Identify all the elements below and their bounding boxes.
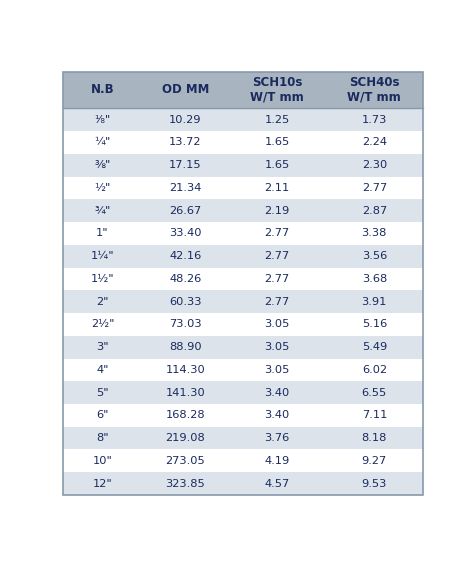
Text: 1.65: 1.65	[264, 137, 290, 148]
Text: 8": 8"	[96, 433, 109, 443]
Text: 88.90: 88.90	[169, 342, 201, 352]
Bar	[63, 449, 423, 472]
Text: ¼": ¼"	[94, 137, 111, 148]
Text: 4.57: 4.57	[264, 479, 290, 489]
Bar	[63, 358, 423, 381]
Text: 6.02: 6.02	[362, 365, 387, 375]
Text: 2.30: 2.30	[362, 160, 387, 170]
Text: 3": 3"	[96, 342, 109, 352]
Text: 3.05: 3.05	[264, 365, 290, 375]
Text: 3.05: 3.05	[264, 319, 290, 329]
Text: 3.91: 3.91	[362, 297, 387, 307]
Text: 4": 4"	[96, 365, 109, 375]
Text: 21.34: 21.34	[169, 183, 201, 193]
Text: 2.11: 2.11	[264, 183, 290, 193]
Bar	[63, 381, 423, 404]
Text: 1.73: 1.73	[362, 115, 387, 125]
Text: 3.40: 3.40	[264, 411, 290, 420]
Text: 6": 6"	[96, 411, 109, 420]
Text: 2.77: 2.77	[264, 274, 290, 284]
Text: 219.08: 219.08	[165, 433, 205, 443]
Text: 12": 12"	[92, 479, 112, 489]
Bar	[63, 222, 423, 245]
Text: 5.49: 5.49	[362, 342, 387, 352]
Bar	[63, 177, 423, 199]
Text: 273.05: 273.05	[165, 456, 205, 466]
Text: 2.87: 2.87	[362, 206, 387, 215]
Bar	[63, 313, 423, 336]
Text: 42.16: 42.16	[169, 251, 201, 261]
Bar	[63, 472, 423, 495]
Bar	[63, 199, 423, 222]
Bar	[63, 108, 423, 131]
Text: 10": 10"	[92, 456, 112, 466]
Text: ⅜": ⅜"	[94, 160, 111, 170]
Text: N.B: N.B	[91, 84, 114, 96]
Bar	[63, 268, 423, 290]
Bar	[63, 336, 423, 358]
Text: 2.77: 2.77	[264, 228, 290, 238]
Text: 9.53: 9.53	[362, 479, 387, 489]
Text: OD MM: OD MM	[162, 84, 209, 96]
Text: 2.77: 2.77	[264, 251, 290, 261]
Text: 13.72: 13.72	[169, 137, 201, 148]
Text: 2.77: 2.77	[264, 297, 290, 307]
Bar	[326, 72, 423, 108]
Text: 1": 1"	[96, 228, 109, 238]
Text: 5.16: 5.16	[362, 319, 387, 329]
Text: ½": ½"	[94, 183, 111, 193]
Text: 73.03: 73.03	[169, 319, 201, 329]
Text: 17.15: 17.15	[169, 160, 201, 170]
Text: 7.11: 7.11	[362, 411, 387, 420]
Text: 48.26: 48.26	[169, 274, 201, 284]
Text: 60.33: 60.33	[169, 297, 201, 307]
Bar	[63, 245, 423, 268]
Text: 5": 5"	[96, 388, 109, 398]
Text: 3.05: 3.05	[264, 342, 290, 352]
Text: 8.18: 8.18	[362, 433, 387, 443]
Text: 2.19: 2.19	[264, 206, 290, 215]
Text: 141.30: 141.30	[165, 388, 205, 398]
Text: 2½": 2½"	[91, 319, 114, 329]
Text: ¾": ¾"	[94, 206, 111, 215]
Text: 1.25: 1.25	[264, 115, 290, 125]
Text: 2": 2"	[96, 297, 109, 307]
Text: 9.27: 9.27	[362, 456, 387, 466]
Text: 114.30: 114.30	[165, 365, 205, 375]
Text: 6.55: 6.55	[362, 388, 387, 398]
Bar	[63, 154, 423, 177]
Text: 168.28: 168.28	[165, 411, 205, 420]
Bar	[63, 72, 142, 108]
Text: 323.85: 323.85	[165, 479, 205, 489]
Bar	[63, 427, 423, 449]
Text: 2.77: 2.77	[362, 183, 387, 193]
Text: 1½": 1½"	[91, 274, 114, 284]
Text: 1.65: 1.65	[264, 160, 290, 170]
Bar	[63, 131, 423, 154]
Bar	[63, 404, 423, 427]
Bar	[63, 290, 423, 313]
Text: 4.19: 4.19	[264, 456, 290, 466]
Text: 3.68: 3.68	[362, 274, 387, 284]
Text: 1¼": 1¼"	[91, 251, 114, 261]
Text: SCH10s
W/T mm: SCH10s W/T mm	[250, 76, 304, 104]
Text: SCH40s
W/T mm: SCH40s W/T mm	[347, 76, 401, 104]
Bar	[142, 72, 228, 108]
Text: 10.29: 10.29	[169, 115, 201, 125]
Text: 3.40: 3.40	[264, 388, 290, 398]
Text: 3.38: 3.38	[362, 228, 387, 238]
Text: ¹⁄₈": ¹⁄₈"	[94, 115, 110, 125]
Bar	[228, 72, 326, 108]
Text: 2.24: 2.24	[362, 137, 387, 148]
Text: 3.76: 3.76	[264, 433, 290, 443]
Text: 3.56: 3.56	[362, 251, 387, 261]
Text: 33.40: 33.40	[169, 228, 201, 238]
Text: 26.67: 26.67	[169, 206, 201, 215]
